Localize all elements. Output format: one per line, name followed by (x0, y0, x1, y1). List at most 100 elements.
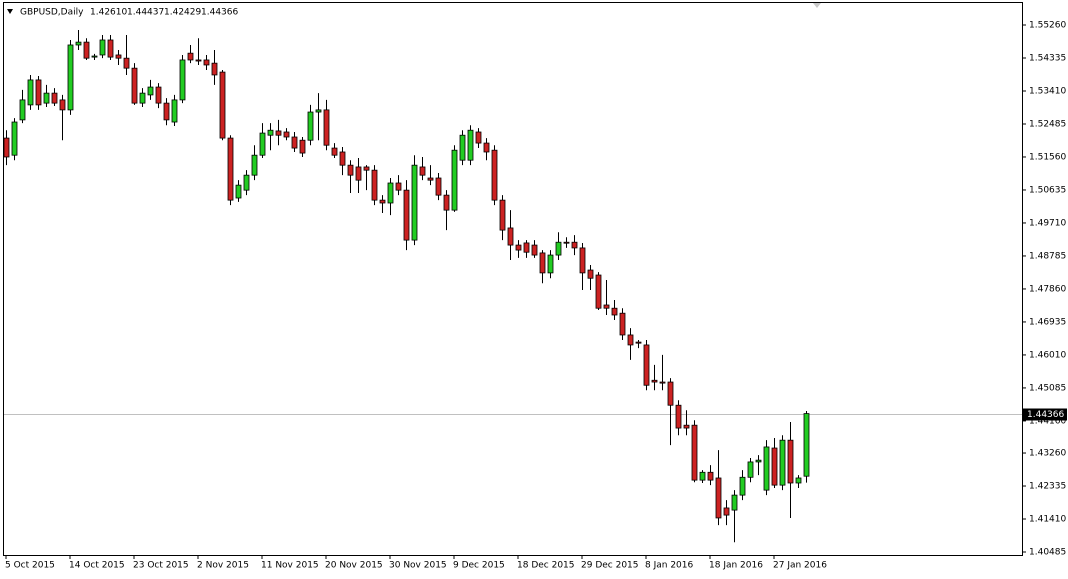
candle-body (787, 439, 794, 484)
candle-body (163, 102, 170, 121)
candle-body (3, 137, 10, 158)
candle-body (779, 439, 786, 486)
candle-body (539, 252, 546, 274)
candle-body (299, 139, 306, 154)
y-tick-label: 1.44160 (1029, 416, 1066, 426)
candle-body (67, 44, 74, 111)
ohlc-low: 1.42429 (164, 8, 201, 18)
candle-body (419, 166, 426, 176)
candle-body (355, 166, 362, 181)
candle-body (683, 424, 690, 429)
y-tick-label: 1.41410 (1029, 515, 1066, 525)
candle-body (35, 79, 42, 106)
candle-body (659, 381, 666, 384)
candle-body (123, 57, 130, 69)
candle-body (91, 55, 98, 58)
candle-body (667, 381, 674, 406)
y-tick-label: 1.49710 (1029, 218, 1066, 228)
candle-body (179, 59, 186, 101)
candle-body (467, 129, 474, 161)
candle-body (523, 242, 530, 253)
y-tick-label: 1.43260 (1029, 449, 1066, 459)
candle-body (563, 241, 570, 244)
candle-body (755, 459, 762, 463)
candle-body (579, 247, 586, 274)
x-tick-label: 5 Oct 2015 (5, 561, 55, 571)
y-tick-label: 1.48785 (1029, 251, 1066, 261)
candle-body (611, 307, 618, 316)
candle-body (243, 174, 250, 191)
candle-body (43, 92, 50, 104)
candle-body (619, 312, 626, 336)
candle-body (211, 62, 218, 76)
symbol-label: GBPUSD,Daily (20, 8, 84, 18)
candle-body (99, 39, 106, 56)
candle-body (75, 41, 82, 46)
candle-body (11, 121, 18, 156)
y-tick-label: 1.40485 (1029, 548, 1066, 558)
candle-body (339, 151, 346, 166)
candle-body (155, 86, 162, 104)
x-tick-label: 30 Nov 2015 (389, 561, 447, 571)
candle-body (27, 79, 34, 106)
candle-body (771, 447, 778, 486)
candle-body (315, 109, 322, 113)
candle-body (499, 199, 506, 231)
candle-body (291, 136, 298, 149)
candle-body (323, 109, 330, 146)
y-tick-label: 1.53410 (1029, 86, 1066, 96)
candle-body (227, 137, 234, 201)
candle-body (83, 41, 90, 59)
candle-body (723, 507, 730, 516)
candle-body (203, 59, 210, 66)
candle-body (635, 341, 642, 344)
candle-body (307, 111, 314, 141)
candle-body (595, 274, 602, 309)
plot-frame (3, 2, 1023, 556)
y-tick-label: 1.51560 (1029, 152, 1066, 162)
shift-marker[interactable] (813, 3, 821, 8)
x-tick-label: 23 Oct 2015 (133, 561, 189, 571)
candle-body (171, 99, 178, 123)
candle-body (347, 164, 354, 176)
y-tick-label: 1.52485 (1029, 119, 1066, 129)
candle-body (451, 149, 458, 211)
y-tick-label: 1.54335 (1029, 53, 1066, 63)
current-price-box (1023, 408, 1067, 421)
candle-body (531, 244, 538, 256)
candle-body (571, 241, 578, 249)
candle-body (747, 461, 754, 478)
y-tick-label: 1.42335 (1029, 482, 1066, 492)
x-tick-label: 14 Oct 2015 (69, 561, 125, 571)
candle-body (515, 244, 522, 251)
candle-body (699, 471, 706, 481)
y-tick-label: 1.55260 (1029, 21, 1066, 31)
candle-body (731, 494, 738, 511)
x-tick-label: 29 Dec 2015 (581, 561, 639, 571)
menu-triangle[interactable] (7, 9, 13, 14)
candle-body (371, 169, 378, 201)
candle-body (195, 59, 202, 62)
candle-body (59, 99, 66, 111)
candle-body (803, 413, 810, 477)
candle-body (555, 241, 562, 256)
current-price-label: 1.44366 (1027, 410, 1064, 420)
y-tick-label: 1.46935 (1029, 317, 1066, 327)
candle-body (643, 344, 650, 386)
candle-body (427, 177, 434, 181)
candle-body (379, 199, 386, 204)
y-tick-label: 1.46010 (1029, 350, 1066, 360)
candle-body (443, 194, 450, 211)
x-tick-label: 8 Jan 2016 (645, 561, 693, 571)
candle-body (267, 129, 274, 136)
candle-body (395, 182, 402, 191)
y-tick-label: 1.45085 (1029, 383, 1066, 393)
x-tick-label: 2 Nov 2015 (197, 561, 249, 571)
candle-body (275, 130, 282, 136)
candle-body (435, 177, 442, 196)
candle-body (387, 182, 394, 204)
candle-body (403, 189, 410, 241)
candle-body (131, 67, 138, 104)
x-tick-label: 18 Jan 2016 (709, 561, 763, 571)
